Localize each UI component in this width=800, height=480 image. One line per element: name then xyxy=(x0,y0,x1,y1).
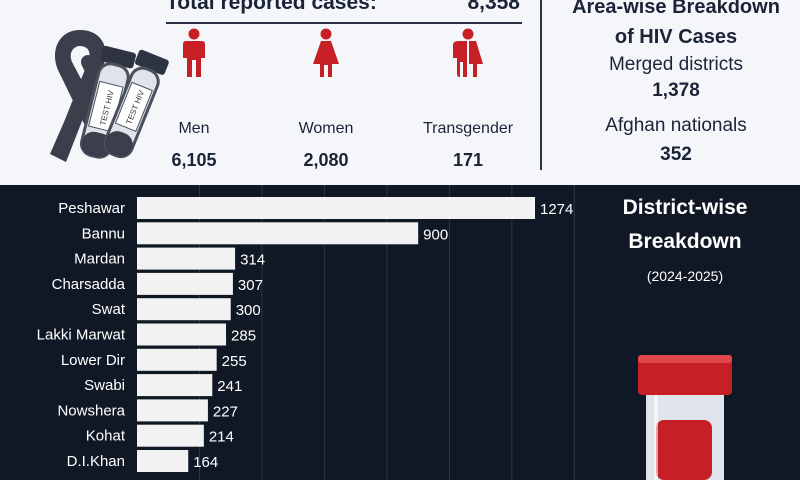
area-merged-value: 1,378 xyxy=(652,80,700,101)
bar-lakki-marwat xyxy=(137,323,227,346)
blood-sample-tube-icon xyxy=(638,355,732,480)
data-label: 227 xyxy=(213,403,238,420)
category-label: Bannu xyxy=(82,225,125,242)
district-subtitle: (2024-2025) xyxy=(646,268,724,284)
bar-swat xyxy=(137,298,231,321)
bar-charsadda xyxy=(137,272,233,295)
category-label: Peshawar xyxy=(58,200,125,217)
bar-d-i-khan xyxy=(137,450,189,472)
bar-bannu xyxy=(137,222,419,245)
bar-mardan xyxy=(137,247,236,270)
women-label: Women xyxy=(298,120,354,137)
bar-kohat xyxy=(137,424,204,447)
data-label: 164 xyxy=(193,454,218,471)
area-title: Area-wise Breakdown of HIV Cases xyxy=(548,0,800,52)
section-divider xyxy=(540,0,542,170)
total-cases-value: 8,358 xyxy=(467,0,520,14)
category-label: D.I.Khan xyxy=(67,453,125,470)
data-label: 900 xyxy=(423,226,448,243)
bar-nowshera xyxy=(137,399,208,422)
data-label: 300 xyxy=(236,302,261,319)
area-afghan-value: 352 xyxy=(660,144,692,165)
category-label: Kohat xyxy=(86,428,126,445)
category-label: Charsadda xyxy=(52,276,126,293)
district-title-line2: Breakdown xyxy=(628,230,742,253)
bar-peshawar xyxy=(137,197,535,219)
man-icon xyxy=(183,28,205,77)
area-merged-label: Merged districts xyxy=(608,54,744,75)
gender-transgender: Transgender 171 xyxy=(408,28,528,171)
category-label: Lakki Marwat xyxy=(37,327,126,344)
gender-men: Men 6,105 xyxy=(134,28,254,171)
bar-lower-dir xyxy=(137,348,217,371)
woman-icon xyxy=(313,28,339,77)
district-title-line1: District-wise xyxy=(622,196,748,219)
district-bar-chart: Peshawar Bannu Mardan Charsadda Swat Lakki Ma… xyxy=(37,185,575,480)
transgender-label: Transgender xyxy=(422,120,514,137)
category-label: Nowshera xyxy=(57,402,125,419)
area-title-line2: of HIV Cases xyxy=(614,26,738,48)
area-afghan-label: Afghan nationals xyxy=(605,115,747,136)
data-label: 241 xyxy=(217,378,242,395)
transgender-icon xyxy=(453,28,483,77)
women-value: 2,080 xyxy=(303,150,349,170)
header-divider xyxy=(166,22,522,24)
category-label: Lower Dir xyxy=(61,352,125,369)
data-label: 214 xyxy=(209,429,234,446)
category-label: Mardan xyxy=(74,251,125,268)
category-label: Swat xyxy=(92,301,126,318)
men-value: 6,105 xyxy=(171,150,217,170)
men-label: Men xyxy=(178,120,210,137)
area-title-line1: Area-wise Breakdown xyxy=(572,0,780,18)
category-label: Swabi xyxy=(84,377,125,394)
hiv-ribbon-test-tubes-icon: TEST HIV TEST HIV xyxy=(50,30,169,162)
total-cases-label: Total reported cases: xyxy=(166,0,377,14)
bar-swabi xyxy=(137,374,213,397)
data-label: 1274 xyxy=(540,201,573,218)
data-label: 307 xyxy=(238,277,263,294)
data-label: 255 xyxy=(222,353,247,370)
transgender-value: 171 xyxy=(452,150,484,170)
data-label: 285 xyxy=(231,328,256,345)
data-label: 314 xyxy=(240,252,265,269)
summary-panel: Total reported cases: 8,358 TEST HIV TES… xyxy=(0,0,800,185)
gender-women: Women 2,080 xyxy=(266,28,386,171)
